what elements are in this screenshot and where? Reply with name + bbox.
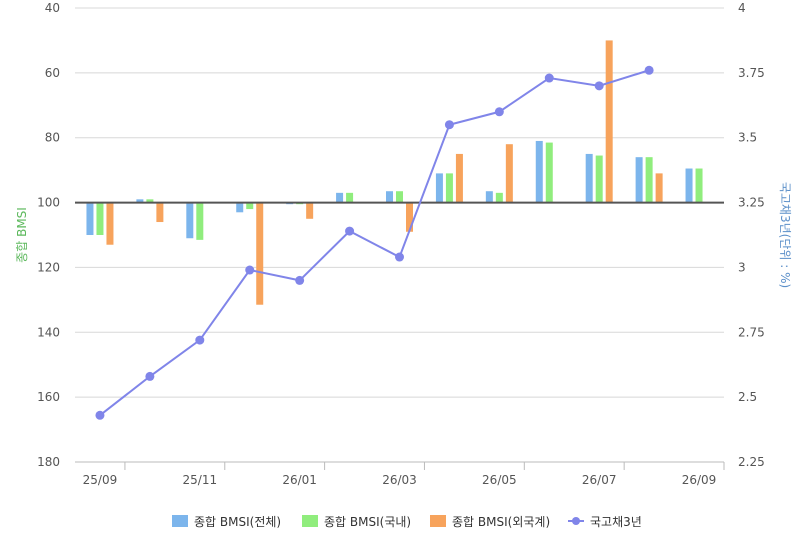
x-tick-label: 26/05 — [482, 473, 517, 487]
y-left-tick-label: 60 — [45, 66, 60, 80]
bar-2 — [695, 168, 703, 203]
legend-swatch — [172, 515, 188, 527]
bar-2 — [445, 173, 453, 203]
legend-label: 종합 BMSI(외국계) — [452, 515, 550, 529]
line-point — [544, 73, 554, 83]
bar-2 — [196, 202, 204, 240]
bar-3 — [156, 202, 164, 223]
bar-3 — [455, 153, 463, 203]
legend-label: 종합 BMSI(전체) — [194, 515, 281, 529]
line-point — [345, 226, 355, 236]
y-left-tick-label: 40 — [45, 1, 60, 15]
line-point — [494, 107, 504, 117]
legend-swatch — [302, 515, 318, 527]
bar-2 — [495, 192, 503, 203]
x-tick-label: 25/11 — [183, 473, 218, 487]
line-point — [95, 410, 105, 420]
y-right-axis-title: 국고채3년(단위 : %) — [778, 182, 792, 288]
legend-swatch — [572, 517, 580, 525]
bar-1 — [136, 199, 144, 203]
line-point — [145, 371, 155, 381]
bar-1 — [485, 191, 493, 203]
bar-3 — [505, 144, 513, 203]
line-point — [295, 275, 305, 285]
y-right-tick-label: 3.25 — [738, 196, 765, 210]
bar-1 — [336, 192, 344, 203]
line-series-rate — [99, 69, 650, 417]
bar-1 — [236, 202, 244, 213]
x-tick-label: 25/09 — [83, 473, 118, 487]
line-point — [395, 252, 404, 262]
y-left-tick-label: 80 — [45, 131, 60, 145]
bar-3 — [406, 202, 413, 232]
bar-2 — [346, 192, 354, 203]
line-point — [644, 65, 654, 75]
legend-label: 국고채3년 — [590, 515, 642, 529]
y-right-tick-label: 2.75 — [738, 325, 765, 339]
bar-1 — [635, 157, 643, 203]
bar-3 — [655, 173, 663, 203]
bar-2 — [595, 155, 603, 203]
line-point — [245, 265, 255, 275]
bar-2 — [246, 202, 254, 210]
y-left-tick-label: 160 — [37, 390, 60, 404]
bar-3 — [306, 202, 314, 219]
bar-1 — [585, 153, 593, 203]
bar-3 — [605, 40, 613, 203]
y-left-tick-label: 120 — [37, 260, 60, 274]
y-right-tick-label: 2.5 — [738, 390, 757, 404]
bar-2 — [645, 157, 653, 203]
x-tick-label: 26/09 — [682, 473, 717, 487]
legend-label: 종합 BMSI(국내) — [324, 515, 411, 529]
y-right-tick-label: 3 — [738, 260, 746, 274]
bar-3 — [256, 202, 264, 305]
bar-3 — [106, 202, 114, 245]
x-tick-label: 26/01 — [282, 473, 317, 487]
y-right-tick-label: 3.75 — [738, 66, 765, 80]
x-tick-label: 26/03 — [382, 473, 417, 487]
y-right-tick-label: 2.25 — [738, 455, 765, 469]
y-left-tick-label: 100 — [37, 196, 60, 210]
y-left-axis-title: 종합 BMSI — [15, 207, 29, 263]
y-left-tick-label: 180 — [37, 455, 60, 469]
y-right-tick-label: 3.5 — [738, 131, 757, 145]
legend-swatch — [430, 515, 446, 527]
x-tick-label: 26/07 — [582, 473, 617, 487]
y-right-tick-label: 4 — [738, 1, 746, 15]
bar-2 — [396, 191, 403, 203]
bar-2 — [545, 142, 553, 203]
bar-1 — [535, 140, 543, 203]
bar-1 — [435, 173, 443, 203]
line-point — [195, 335, 205, 345]
bar-1 — [685, 168, 693, 203]
bar-1 — [86, 202, 94, 235]
y-left-tick-label: 140 — [37, 325, 60, 339]
line-point — [594, 81, 604, 91]
bar-2 — [146, 199, 154, 203]
bar-2 — [96, 202, 104, 235]
bar-1 — [186, 202, 194, 239]
bar-1 — [386, 191, 393, 203]
line-point — [444, 120, 454, 130]
